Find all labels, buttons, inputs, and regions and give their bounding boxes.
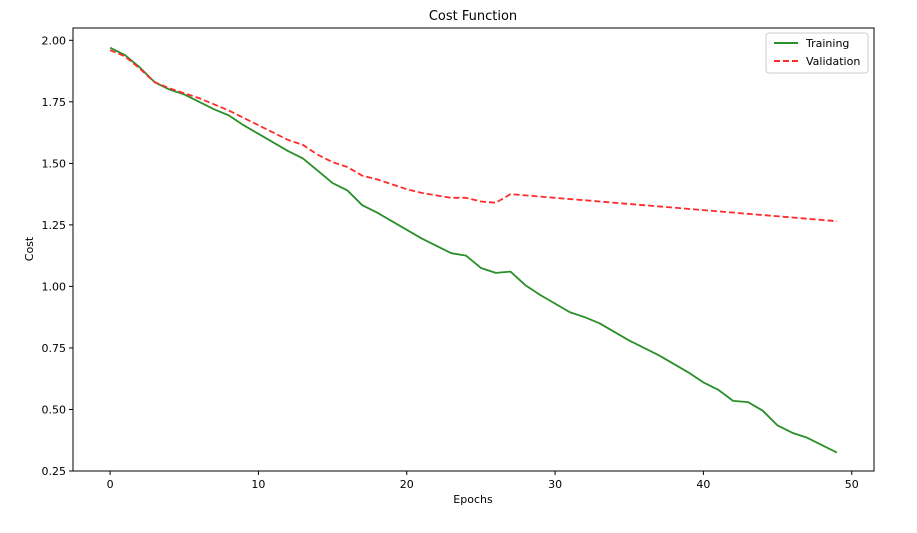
x-axis-label: Epochs xyxy=(453,493,493,506)
y-axis-ticks: 0.25 0.50 0.75 1.00 1.25 1.50 1.75 2.00 xyxy=(42,34,73,478)
x-axis-ticks: 0 10 20 30 40 50 xyxy=(107,471,859,491)
legend-label-training: Training xyxy=(805,37,849,50)
y-tick-label: 0.25 xyxy=(42,465,67,478)
y-axis-label: Cost xyxy=(23,236,36,261)
series-line-training xyxy=(109,46,838,454)
y-tick-label: 0.75 xyxy=(42,342,67,355)
series-lines xyxy=(109,46,838,454)
x-tick-label: 20 xyxy=(400,478,414,491)
x-tick-label: 0 xyxy=(107,478,114,491)
y-tick-label: 1.75 xyxy=(42,96,67,109)
x-tick-label: 50 xyxy=(845,478,859,491)
x-tick-label: 30 xyxy=(548,478,562,491)
x-tick-label: 40 xyxy=(696,478,710,491)
y-tick-label: 1.00 xyxy=(42,280,67,293)
plot-area-frame xyxy=(72,27,875,472)
y-tick-label: 2.00 xyxy=(42,34,67,47)
y-tick-label: 1.50 xyxy=(42,157,67,170)
legend: Training Validation xyxy=(765,32,869,74)
y-tick-label: 0.50 xyxy=(42,403,67,416)
legend-label-validation: Validation xyxy=(806,55,860,68)
x-tick-label: 10 xyxy=(251,478,265,491)
series-line-validation xyxy=(109,49,837,223)
y-tick-label: 1.25 xyxy=(42,219,67,232)
chart-title: Cost Function xyxy=(429,9,517,24)
